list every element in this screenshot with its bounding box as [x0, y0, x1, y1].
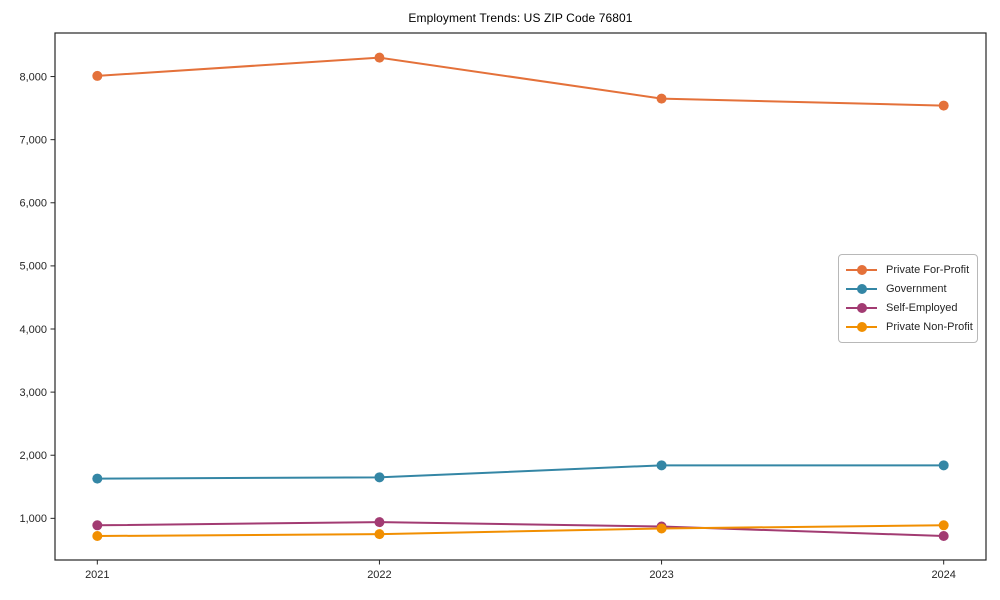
y-tick-label: 7,000 — [19, 134, 47, 146]
data-point-private-for-profit-2023 — [656, 93, 667, 104]
legend-item-government: Government — [846, 280, 970, 298]
chart-title: Employment Trends: US ZIP Code 76801 — [408, 11, 633, 25]
y-tick-label: 1,000 — [19, 513, 47, 525]
data-point-private-for-profit-2022 — [374, 52, 385, 63]
data-point-government-2022 — [374, 472, 385, 483]
legend-marker-icon — [846, 302, 877, 314]
legend: Private For-Profit Government Self-Emplo… — [838, 254, 978, 343]
legend-label: Self-Employed — [886, 302, 958, 315]
data-point-private-for-profit-2021 — [92, 70, 103, 81]
data-point-government-2024 — [938, 460, 949, 471]
y-tick-label: 3,000 — [19, 387, 47, 399]
data-point-private-for-profit-2024 — [938, 100, 949, 111]
legend-label: Private Non-Profit — [886, 321, 973, 334]
y-tick-label: 4,000 — [19, 324, 47, 336]
legend-item-self-employed: Self-Employed — [846, 299, 970, 317]
series-line-private-non-profit — [97, 524, 944, 538]
x-tick-label: 2024 — [931, 569, 955, 581]
y-tick-label: 5,000 — [19, 261, 47, 273]
legend-marker-icon — [846, 321, 877, 333]
y-tick-label: 2,000 — [19, 450, 47, 462]
series-line-self-employed — [97, 521, 944, 538]
x-tick-label: 2021 — [85, 569, 109, 581]
data-point-private-non-profit-2022 — [374, 529, 385, 540]
data-point-government-2023 — [656, 460, 667, 471]
legend-item-private-for-profit: Private For-Profit — [846, 261, 970, 279]
series-line-government — [97, 464, 944, 480]
data-point-private-non-profit-2021 — [92, 531, 103, 542]
legend-item-private-non-profit: Private Non-Profit — [846, 318, 973, 336]
data-point-private-non-profit-2023 — [656, 523, 667, 534]
y-tick-label: 6,000 — [19, 198, 47, 210]
series-line-private-for-profit — [97, 56, 944, 107]
legend-marker-icon — [846, 283, 877, 295]
data-point-private-non-profit-2024 — [938, 520, 949, 531]
legend-label: Private For-Profit — [886, 263, 970, 276]
data-point-self-employed-2022 — [374, 517, 385, 528]
data-point-self-employed-2021 — [92, 520, 103, 531]
y-tick-label: 8,000 — [19, 71, 47, 83]
x-tick-label: 2023 — [649, 569, 673, 581]
plot-border — [54, 32, 987, 561]
x-tick-label: 2022 — [367, 569, 391, 581]
legend-marker-icon — [846, 264, 877, 276]
legend-label: Government — [886, 282, 947, 295]
data-point-government-2021 — [92, 473, 103, 484]
data-point-self-employed-2024 — [938, 531, 949, 542]
